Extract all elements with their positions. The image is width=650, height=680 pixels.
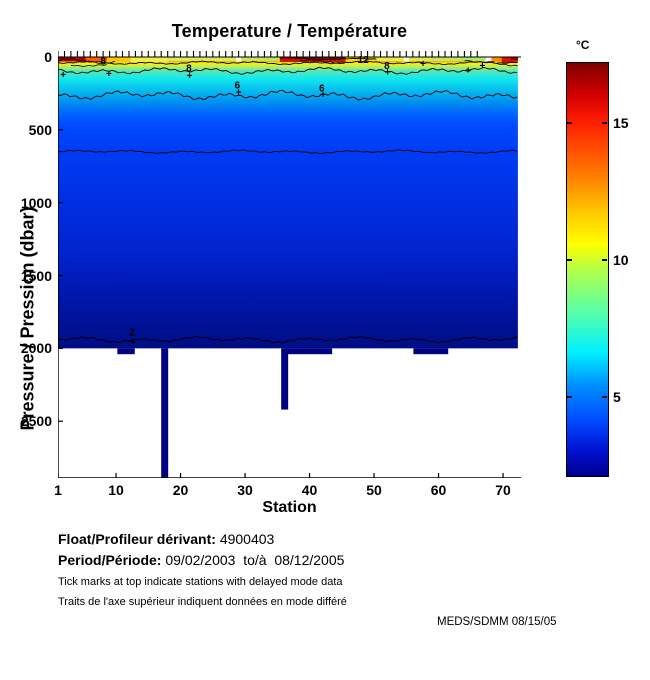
x-tick-label: 50 <box>366 482 382 498</box>
contour-scribble <box>70 64 107 68</box>
contour-label-6: 6 <box>319 83 325 94</box>
y-tick-label: 1500 <box>20 267 52 284</box>
colorbar <box>566 62 609 477</box>
deeper-profile-bump <box>284 348 333 355</box>
float-id-value: 4900403 <box>219 531 275 547</box>
surface-band-segment <box>408 57 433 61</box>
contour-label-12: 12 <box>358 55 370 66</box>
x-tick-label: 1 <box>54 482 62 498</box>
colorbar-tick-label: 5 <box>613 388 621 405</box>
colorbar-tick-mark <box>567 395 572 398</box>
contour-plus-mark: + <box>106 69 112 80</box>
x-axis-label: Station <box>262 499 317 516</box>
note-french: Traits de l'axe supérieur indiquent donn… <box>58 596 347 608</box>
contour-label-8: 8 <box>384 61 390 72</box>
contour-line-6c <box>58 89 518 101</box>
contour-label-8: 8 <box>186 64 192 75</box>
credit-stamp: MEDS/SDMM 08/15/05 <box>437 616 557 628</box>
contour-plus-mark: + <box>385 68 391 79</box>
deeper-profile-bump <box>117 348 135 355</box>
contour-plus-mark: + <box>479 61 485 72</box>
y-tick-label: 500 <box>28 121 52 138</box>
x-tick-label: 20 <box>172 482 189 498</box>
x-tick-label: 60 <box>430 482 447 498</box>
deep-profile-spike <box>281 348 289 410</box>
y-tick-label: 0 <box>44 49 52 65</box>
surface-band-segment <box>130 57 168 62</box>
colorbar-tick-label: 15 <box>613 115 629 132</box>
colorbar-tick-mark <box>602 258 607 261</box>
contour-plus-mark: + <box>130 337 136 348</box>
temperature-field <box>58 57 518 349</box>
contour-plus-mark: + <box>420 59 426 70</box>
y-tick-label: 2500 <box>20 413 52 430</box>
colorbar-unit-label: °C <box>576 38 590 52</box>
surface-band-segment <box>432 57 462 61</box>
contour-line-2c <box>58 335 518 344</box>
note-english: Tick marks at top indicate stations with… <box>58 576 343 588</box>
contour-plus-mark: + <box>60 70 66 81</box>
y-tick-label: 2000 <box>20 340 52 357</box>
x-tick-label: 30 <box>237 482 253 498</box>
colorbar-tick-mark <box>602 395 607 398</box>
contour-scribble <box>496 62 518 67</box>
surface-band-segment <box>345 57 376 62</box>
surface-band-segment <box>107 57 131 62</box>
missing-station-gap <box>485 57 492 62</box>
colorbar-tick-mark <box>602 122 607 125</box>
contour-scribble <box>58 58 116 64</box>
contour-scribble <box>464 60 495 63</box>
contour-line-10c <box>58 60 518 66</box>
contour-plus-mark: + <box>320 90 326 101</box>
surface-band-segment <box>461 57 486 61</box>
x-tick-label: 10 <box>108 482 124 498</box>
colorbar-tick-mark <box>567 258 572 261</box>
contour-line-12c <box>295 57 377 61</box>
surface-band-segment <box>167 57 237 61</box>
surface-band-segment <box>279 57 346 62</box>
surface-band-segment <box>279 57 346 59</box>
contour-plus-mark: + <box>465 65 471 76</box>
contour-scribble <box>299 59 345 64</box>
missing-station-gap <box>403 57 409 62</box>
contour-line-4c <box>58 149 518 154</box>
y-tick-label: 1000 <box>20 194 52 211</box>
missing-station-gap <box>236 57 242 62</box>
float-id-label: Float/Profileur dérivant: <box>58 531 216 547</box>
contour-plus-mark: + <box>187 71 193 82</box>
surface-band-segment <box>375 57 404 61</box>
period-value: 09/02/2003 to/à 08/12/2005 <box>165 552 345 568</box>
contour-label-8: 8 <box>100 57 106 68</box>
surface-band-segment <box>264 57 280 61</box>
surface-band-segment <box>510 57 518 60</box>
deeper-profile-bump <box>413 348 449 355</box>
deep-profile-spike <box>161 348 169 478</box>
surface-band-segment <box>58 57 73 59</box>
surface-band-segment <box>241 57 265 61</box>
surface-band-segment <box>85 57 108 62</box>
surface-band-segment <box>491 57 502 62</box>
float-id-line: Float/Profileur dérivant: 4900403 <box>58 531 274 547</box>
contour-plus-mark: + <box>236 87 242 98</box>
contour-line-8c <box>58 66 518 75</box>
period-line: Period/Période: 09/02/2003 to/à 08/12/20… <box>58 552 344 568</box>
colorbar-tick-mark <box>567 122 572 125</box>
contour-label-6: 6 <box>235 80 241 91</box>
page-title: Temperature / Température <box>171 21 408 41</box>
surface-band-segment <box>501 57 518 63</box>
contour-label-2: 2 <box>129 327 135 338</box>
x-tick-label: 40 <box>301 482 318 498</box>
period-label: Period/Période: <box>58 552 162 568</box>
x-tick-label: 70 <box>495 482 511 498</box>
colorbar-tick-label: 10 <box>613 251 629 268</box>
